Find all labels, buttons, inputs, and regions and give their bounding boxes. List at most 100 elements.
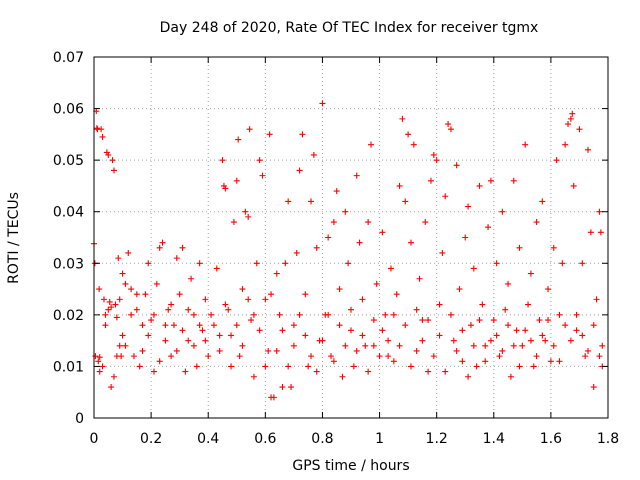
- data-point: [150, 311, 157, 318]
- plot-frame: [93, 56, 609, 419]
- data-point: [239, 286, 246, 293]
- data-point: [116, 296, 123, 303]
- data-point: [202, 337, 209, 344]
- data-point: [128, 286, 135, 293]
- data-point: [459, 358, 466, 365]
- data-point: [262, 296, 269, 303]
- data-point: [569, 110, 576, 117]
- data-point: [530, 363, 537, 370]
- data-point: [262, 363, 269, 370]
- data-point: [439, 249, 446, 256]
- data-point: [430, 151, 437, 158]
- data-point: [279, 327, 286, 334]
- x-tick-label: 1.4: [483, 431, 505, 447]
- data-point: [516, 363, 523, 370]
- data-point: [550, 342, 557, 349]
- data-point: [348, 306, 354, 313]
- data-point: [342, 208, 349, 215]
- data-point: [105, 306, 112, 313]
- data-point: [296, 311, 303, 318]
- data-point: [128, 311, 135, 318]
- data-point: [109, 157, 116, 164]
- x-tick-label: 1.6: [540, 431, 562, 447]
- data-point: [447, 126, 454, 133]
- data-point: [365, 219, 372, 226]
- data-point: [208, 311, 215, 318]
- data-point: [266, 131, 273, 138]
- data-point: [402, 198, 409, 205]
- data-point: [103, 149, 110, 156]
- data-point: [522, 141, 529, 148]
- data-point: [593, 296, 600, 303]
- data-point: [256, 157, 263, 164]
- data-point: [450, 337, 457, 344]
- data-point: [425, 368, 432, 375]
- data-point: [336, 286, 343, 293]
- data-point: [573, 311, 580, 318]
- data-point: [113, 314, 120, 321]
- data-point: [330, 219, 337, 226]
- data-point: [92, 353, 99, 360]
- data-point: [585, 347, 592, 354]
- data-point: [453, 162, 460, 169]
- data-point: [465, 373, 472, 380]
- data-point: [356, 239, 363, 246]
- data-point: [182, 368, 189, 375]
- data-point: [119, 270, 126, 277]
- data-point: [493, 260, 500, 267]
- data-point: [153, 280, 160, 287]
- data-point: [499, 347, 506, 354]
- data-point: [525, 301, 532, 308]
- data-point: [427, 177, 434, 184]
- data-point: [142, 291, 149, 298]
- data-point: [562, 141, 569, 148]
- data-point: [348, 327, 354, 334]
- data-point: [510, 342, 517, 349]
- data-point: [313, 244, 320, 251]
- data-point: [399, 115, 406, 122]
- data-point: [482, 342, 489, 349]
- data-point: [100, 296, 107, 303]
- data-point: [547, 358, 554, 365]
- data-point: [293, 249, 300, 256]
- data-point: [562, 322, 569, 329]
- data-point: [276, 311, 283, 318]
- data-point: [445, 121, 452, 128]
- x-tick-labels: 0 0.2 0.4 0.6 0.8 1 1.2 1.4 1.6 1.8: [90, 431, 620, 447]
- data-point: [542, 337, 549, 344]
- data-point: [328, 353, 335, 360]
- data-point: [190, 342, 197, 349]
- data-point: [476, 317, 483, 324]
- data-point: [159, 239, 166, 246]
- data-point: [422, 219, 429, 226]
- data-point: [185, 306, 192, 313]
- data-point: [102, 311, 109, 318]
- data-point: [202, 296, 209, 303]
- data-point: [242, 208, 249, 215]
- data-point: [350, 363, 357, 370]
- x-tick-label: 0.2: [140, 431, 162, 447]
- data-point: [582, 353, 589, 360]
- data-point: [433, 157, 440, 164]
- data-point: [290, 322, 297, 329]
- data-point: [473, 363, 480, 370]
- data-point: [556, 358, 563, 365]
- data-point: [579, 332, 586, 339]
- data-point: [96, 368, 103, 375]
- data-point: [573, 327, 580, 334]
- data-point: [108, 384, 115, 391]
- data-point: [536, 317, 543, 324]
- data-point: [485, 224, 492, 231]
- data-point: [362, 342, 369, 349]
- data-point: [270, 394, 277, 401]
- data-point: [545, 286, 552, 293]
- data-point: [456, 286, 463, 293]
- data-point: [396, 342, 403, 349]
- data-point: [505, 322, 512, 329]
- data-point: [596, 208, 603, 215]
- data-point: [299, 131, 306, 138]
- data-point: [115, 255, 122, 262]
- data-point: [108, 304, 115, 311]
- data-point: [482, 358, 489, 365]
